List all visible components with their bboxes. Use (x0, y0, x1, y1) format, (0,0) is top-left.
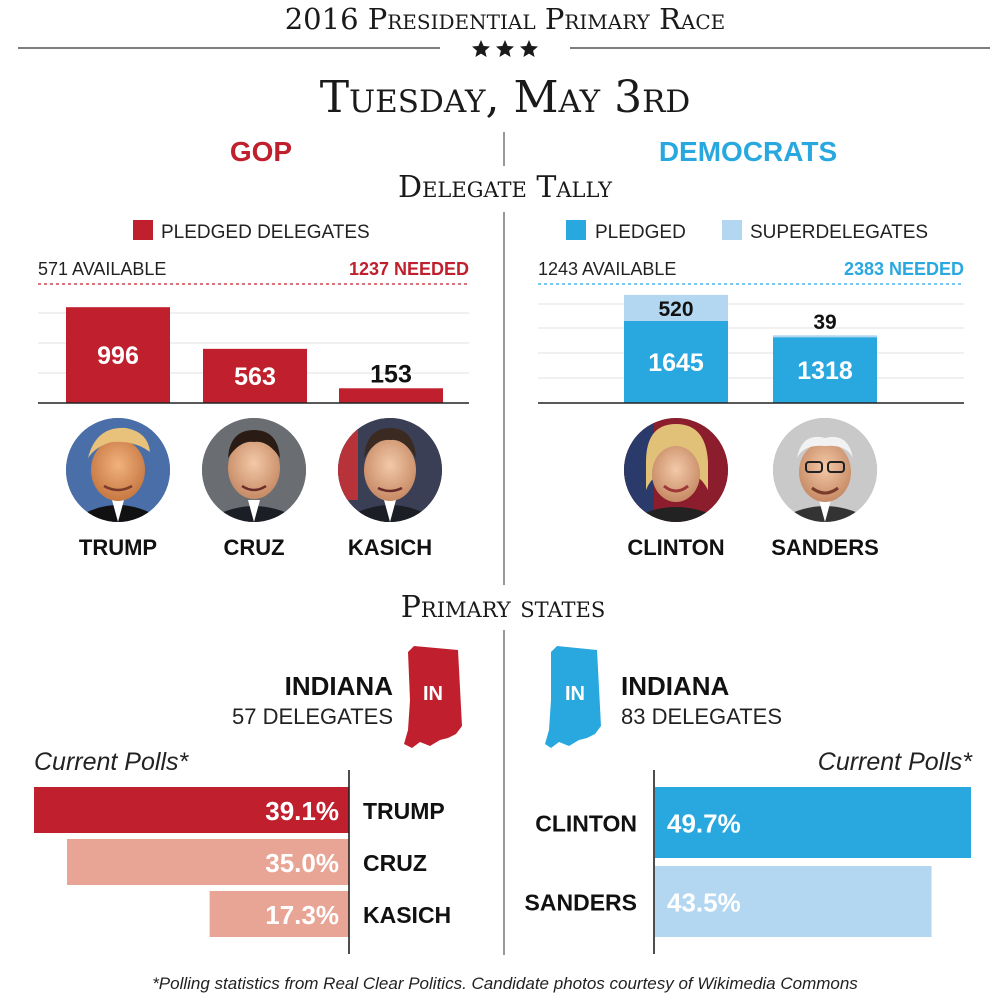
candidate-name-kasich: KASICH (348, 535, 432, 560)
gop-poll-bar (34, 787, 349, 833)
dem-poll-candidate-label: SANDERS (525, 890, 637, 916)
legend-swatch-pledged-dem (566, 220, 586, 240)
legend-swatch-super (722, 220, 742, 240)
race-date: Tuesday, May 3rd (320, 72, 691, 123)
gop-delegate-bar (66, 307, 170, 403)
legend-pledged-dem: PLEDGED (595, 222, 686, 243)
indiana-map-icon-gop: IN (404, 646, 462, 748)
star-icons (472, 40, 538, 57)
gop-delegate-bar (339, 388, 443, 403)
dem-superdelegate-bar (624, 294, 728, 321)
gop-poll-candidate-label: CRUZ (363, 850, 427, 876)
trump-photo (66, 418, 170, 522)
dem-state-abbr: IN (565, 683, 585, 705)
gop-label: GOP (230, 136, 292, 167)
legend-pledged-gop: PLEDGED DELEGATES (161, 222, 370, 243)
candidate-name-trump: TRUMP (79, 535, 157, 560)
gop-poll-candidate-label: TRUMP (363, 798, 445, 824)
dem-superdelegate-value-label: 39 (813, 311, 836, 334)
header-title: 2016 Presidential Primary Race (285, 2, 726, 36)
dem-pledged-value-label: 1318 (797, 357, 853, 385)
gop-poll-candidate-label: KASICH (363, 902, 451, 928)
legend-swatch-pledged-gop (133, 220, 153, 240)
dem-grid (538, 303, 964, 379)
gop-poll-value-label: 17.3% (265, 900, 339, 930)
cruz-photo (202, 418, 306, 522)
dem-poll-value-label: 49.7% (667, 809, 741, 839)
delegate-tally-title: Delegate Tally (398, 170, 613, 205)
primary-states-title: Primary states (401, 590, 606, 625)
gop-delegate-value-label: 563 (234, 363, 276, 391)
dem-poll-bar (655, 866, 932, 937)
dem-poll-value-label: 43.5% (667, 888, 741, 918)
dem-pledged-value-label: 1645 (648, 349, 704, 377)
gop-poll-bars: 39.1% TRUMP 35.0% CRUZ 17.3% KASICH (34, 787, 451, 937)
clinton-photo (624, 418, 728, 522)
footnote: *Polling statistics from Real Clear Poli… (152, 974, 858, 993)
dem-superdelegate-bar (773, 335, 877, 338)
gop-poll-bar (67, 839, 349, 885)
gop-state-name: INDIANA (285, 671, 394, 701)
sanders-photo (773, 418, 877, 522)
dem-needed: 2383 NEEDED (844, 259, 964, 279)
dem-superdelegate-value-label: 520 (658, 298, 693, 321)
gop-state-abbr: IN (423, 683, 443, 705)
candidate-name-cruz: CRUZ (223, 535, 284, 560)
dem-pledged-bar (624, 320, 728, 403)
dem-label: DEMOCRATS (659, 136, 837, 167)
gop-poll-value-label: 35.0% (265, 848, 339, 878)
gop-poll-value-label: 39.1% (265, 796, 339, 826)
gop-available: 571 AVAILABLE (38, 259, 166, 279)
dem-delegate-bars: 1645 520 1318 39 (624, 294, 877, 403)
dem-poll-bar (655, 787, 971, 858)
gop-polls-label: Current Polls* (34, 748, 189, 776)
dem-poll-candidate-label: CLINTON (535, 811, 637, 837)
dem-polls-label: Current Polls* (818, 748, 973, 776)
kasich-photo (338, 418, 442, 522)
gop-delegate-bars: 996 563 153 (66, 307, 443, 403)
dem-available: 1243 AVAILABLE (538, 259, 676, 279)
dem-pledged-bar (773, 337, 877, 403)
dem-state-name: INDIANA (621, 671, 730, 701)
candidate-name-clinton: CLINTON (627, 535, 724, 560)
dem-poll-bars: 49.7% CLINTON 43.5% SANDERS (525, 787, 971, 937)
gop-poll-bar (209, 891, 349, 937)
gop-delegate-bar (203, 348, 307, 403)
gop-delegate-value-label: 153 (370, 360, 412, 388)
dem-state-delegates: 83 DELEGATES (621, 704, 782, 729)
gop-delegate-value-label: 996 (97, 342, 139, 370)
gop-needed: 1237 NEEDED (349, 259, 469, 279)
legend-superdelegates: SUPERDELEGATES (750, 222, 928, 243)
gop-state-delegates: 57 DELEGATES (232, 704, 393, 729)
candidate-name-sanders: SANDERS (771, 535, 879, 560)
indiana-map-icon-dem: IN (545, 646, 601, 748)
